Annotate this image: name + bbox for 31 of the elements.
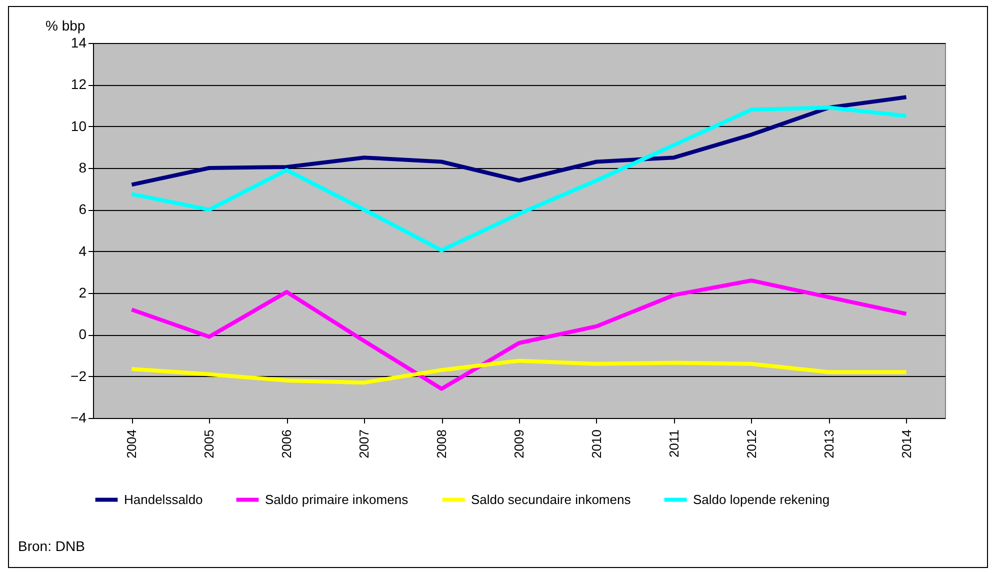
x-tick-label: 2006 [279,430,294,458]
x-tick-label: 2011 [666,430,682,458]
legend-label: Saldo primaire inkomens [265,492,409,507]
text: Bron: DNB [18,538,85,554]
y-tick-label: 10 [70,118,87,134]
line-series [130,95,908,187]
x-tick-label: 2005 [202,430,217,458]
legend-label: Saldo secundaire inkomens [471,492,632,507]
x-tick-label: 2014 [898,430,914,458]
y-tick-label: −2 [70,368,87,384]
line-series [130,106,908,252]
y-tick-label: 12 [70,76,87,92]
x-tick-label: 2007 [356,430,372,458]
x-tick-label: 2010 [588,430,604,458]
y-tick-label: 8 [78,160,87,176]
y-tick-label: 14 [70,34,87,50]
y-tick-label: 0 [78,326,87,342]
line-series [130,278,908,391]
y-tick-label: −4 [70,410,87,426]
x-tick-label: 2004 [124,430,140,458]
legend-label: Handelssaldo [124,492,203,507]
x-tick-label: 2009 [512,430,526,458]
y-tick-label: 2 [78,284,87,300]
x-tick-label: 2012 [744,430,759,458]
legend-label: Saldo lopende rekening [693,492,830,507]
y-axis-title: % bbp [46,18,86,34]
y-tick-label: 4 [78,242,87,259]
y-tick-label: 6 [78,201,87,218]
x-tick-label: 2013 [821,430,836,458]
x-tick-label: 2008 [434,430,450,458]
line-series [130,358,908,385]
